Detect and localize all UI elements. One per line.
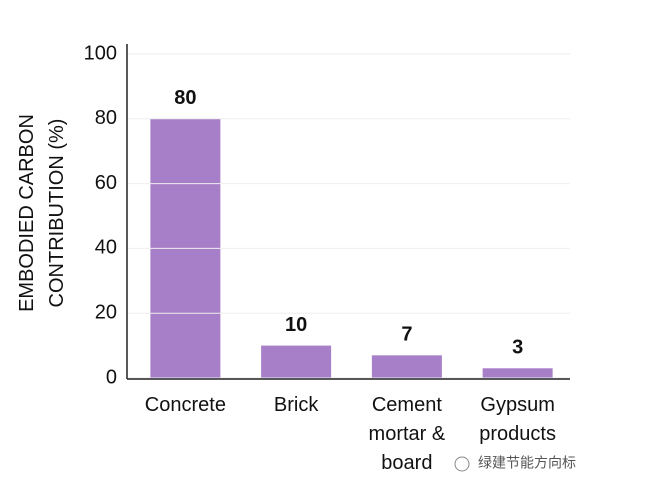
bar <box>482 368 553 378</box>
y-tick-label: 0 <box>106 366 117 388</box>
value-label: 7 <box>401 324 412 346</box>
watermark: 绿建节能方向标 <box>478 455 576 471</box>
value-label: 10 <box>285 314 307 336</box>
x-tick-label: Cement mortar & board <box>369 394 446 474</box>
bar <box>371 355 442 378</box>
y-tick-label: 100 <box>84 42 117 64</box>
x-tick-label: Brick <box>274 394 319 416</box>
y-tick-label: 20 <box>95 301 117 323</box>
y-tick-label: 40 <box>95 237 117 259</box>
x-tick-label: Concrete <box>145 394 226 416</box>
watermark-icon <box>454 456 470 472</box>
y-tick-label: 60 <box>95 172 117 194</box>
value-label: 80 <box>174 87 196 109</box>
x-tick-label: Gypsum products <box>479 394 556 445</box>
value-label: 3 <box>512 337 523 359</box>
y-axis-label: EMBODIED CARBON CONTRIBUTION (%) <box>16 114 68 312</box>
bar <box>261 345 332 378</box>
y-tick-label: 80 <box>95 107 117 129</box>
